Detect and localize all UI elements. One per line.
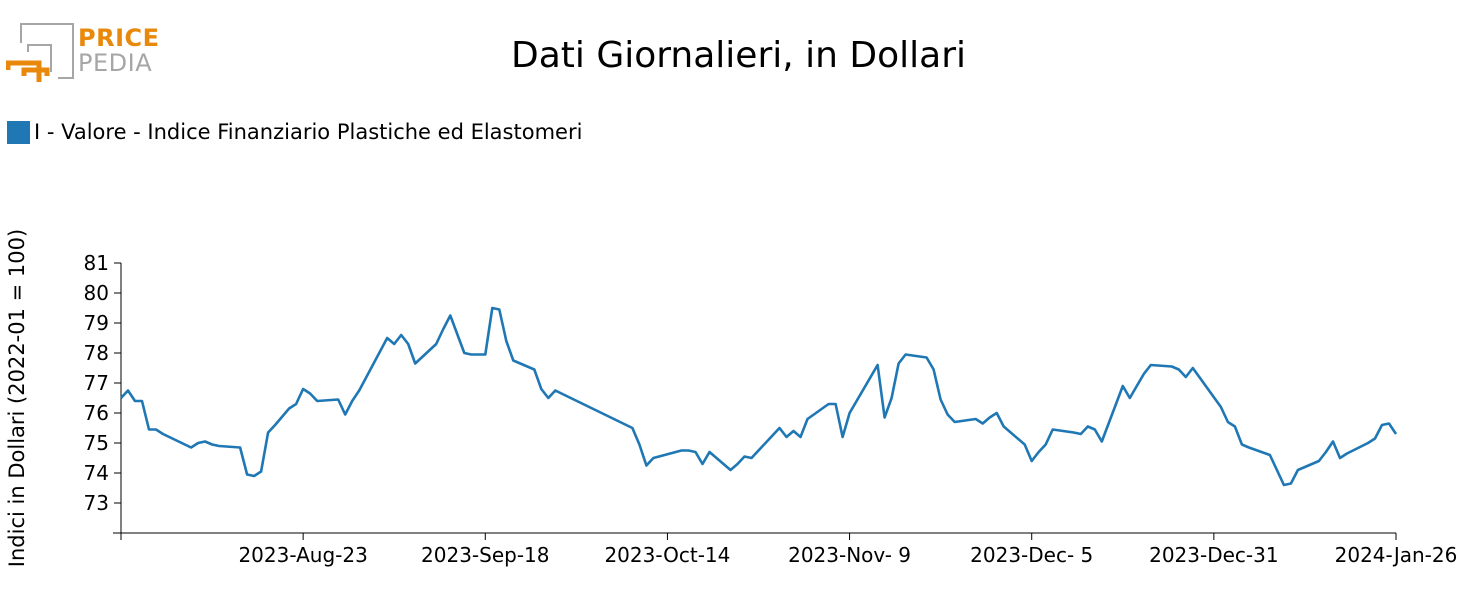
y-tick-label: 77 [84,371,109,395]
y-tick-label: 78 [84,341,109,365]
x-tick-label: 2024-Jan-26 [1335,543,1458,567]
y-tick-label: 74 [84,461,109,485]
y-tick-label: 81 [84,251,109,275]
logo-text-price: PRICE [78,24,160,52]
y-tick-label: 73 [84,491,109,515]
logo-text-pedia: PEDIA [78,49,153,77]
legend: I - Valore - Indice Finanziario Plastich… [7,119,582,145]
y-tick-label: 80 [84,281,109,305]
pricepedia-logo [6,22,166,94]
legend-swatch [7,120,30,144]
y-axis: 73 74 75 76 77 78 79 80 81 [84,251,122,533]
series-line [120,306,1398,487]
series-group [120,306,1398,487]
legend-label: I - Valore - Indice Finanziario Plastich… [34,120,583,144]
x-tick-label: 2023-Oct-14 [604,543,730,567]
x-tick-label: 2023-Aug-23 [238,543,367,567]
y-tick-label: 75 [84,431,109,455]
x-tick-label: 2023-Dec- 5 [970,543,1093,567]
x-axis: 2023-Aug-23 2023-Sep-18 2023-Oct-14 2023-No… [113,532,1458,567]
y-tick-label: 76 [84,401,109,425]
chart-title: Dati Giornalieri, in Dollari [510,35,967,76]
x-tick-label: 2023-Dec-31 [1149,543,1278,567]
y-tick-label: 79 [84,311,109,335]
x-tick-label: 2023-Sep-18 [421,543,549,567]
x-tick-label: 2023-Nov- 9 [788,543,911,567]
y-axis-label: Indici in Dollari (2022-01 = 100) [5,229,29,567]
logo-mark [6,23,74,82]
